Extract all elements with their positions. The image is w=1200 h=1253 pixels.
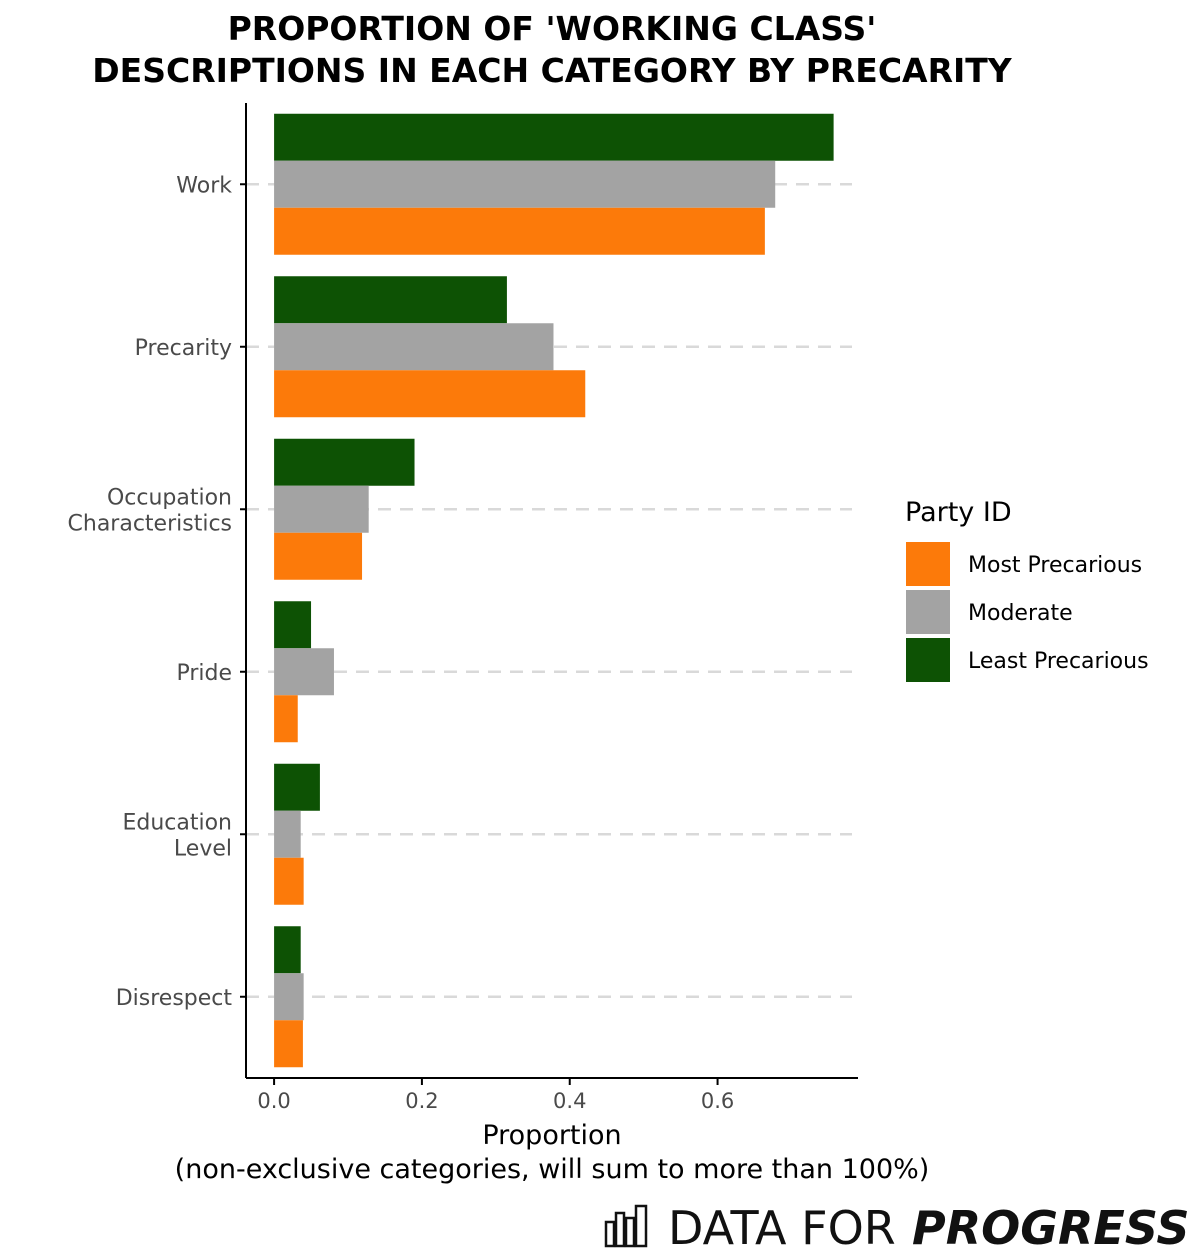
y-tick-label: Pride <box>176 661 232 686</box>
brand-name-light: DATA FOR <box>668 1201 896 1253</box>
bar-moderate <box>274 323 554 371</box>
legend-title: Party ID <box>905 497 1012 528</box>
bars <box>274 113 834 1068</box>
legend-swatch <box>906 542 950 586</box>
legend-label: Moderate <box>968 601 1073 626</box>
y-tick-label: Precarity <box>135 336 232 361</box>
bar-least-precarious <box>274 763 320 811</box>
bar-moderate <box>274 485 369 533</box>
legend-label: Least Precarious <box>968 649 1149 674</box>
x-tick-label: 0.6 <box>701 1089 734 1113</box>
bar-most-precarious <box>274 532 363 580</box>
y-axis-categories: Work Precarity Occupation Characteristics Pr… <box>68 173 246 1011</box>
bar-least-precarious <box>274 438 415 486</box>
chart-title-line-2: DESCRIPTIONS IN EACH CATEGORY BY PRECARI… <box>92 51 1013 90</box>
x-axis-title: Proportion <box>482 1120 621 1151</box>
bar-most-precarious <box>274 1020 303 1068</box>
bar-most-precarious <box>274 370 586 418</box>
bar-least-precarious <box>274 926 301 974</box>
bar-moderate <box>274 810 301 858</box>
legend-swatch <box>906 638 950 682</box>
chart-title-line-1: PROPORTION OF 'WORKING CLASS' <box>228 9 877 48</box>
bar-least-precarious <box>274 113 834 161</box>
chart-title: PROPORTION OF 'WORKING CLASS' DESCRIPTIO… <box>92 9 1013 90</box>
y-tick-label: Work <box>176 173 232 198</box>
x-axis-ticks: 0.0 0.2 0.4 0.6 <box>257 1078 734 1113</box>
bar-least-precarious <box>274 276 507 324</box>
bar-most-precarious <box>274 857 304 905</box>
legend-entries: Most Precarious Moderate Least Precarious <box>906 542 1149 682</box>
bar-most-precarious <box>274 695 298 743</box>
bar-least-precarious <box>274 601 312 649</box>
x-tick-label: 0.2 <box>405 1089 438 1113</box>
y-tick-label: Occupation Characteristics <box>68 485 232 536</box>
bar-chart-logo-icon <box>604 1204 648 1248</box>
x-tick-label: 0.0 <box>257 1089 290 1113</box>
bar-most-precarious <box>274 207 765 255</box>
x-axis-subtitle: (non-exclusive categories, will sum to m… <box>175 1154 930 1185</box>
brand-name-bold: PROGRESS <box>912 1201 1189 1253</box>
bar-moderate <box>274 648 334 696</box>
y-tick-label: Education Level <box>122 810 232 861</box>
legend-swatch <box>906 590 950 634</box>
legend-label: Most Precarious <box>968 553 1142 578</box>
x-tick-label: 0.4 <box>553 1089 586 1113</box>
brand-logo: DATA FOR PROGRESS <box>604 1201 1189 1253</box>
bar-moderate <box>274 160 776 208</box>
bar-moderate <box>274 973 304 1021</box>
y-tick-label: Disrespect <box>116 986 233 1011</box>
legend: Party ID Most Precarious Moderate Least Pr… <box>905 497 1149 682</box>
